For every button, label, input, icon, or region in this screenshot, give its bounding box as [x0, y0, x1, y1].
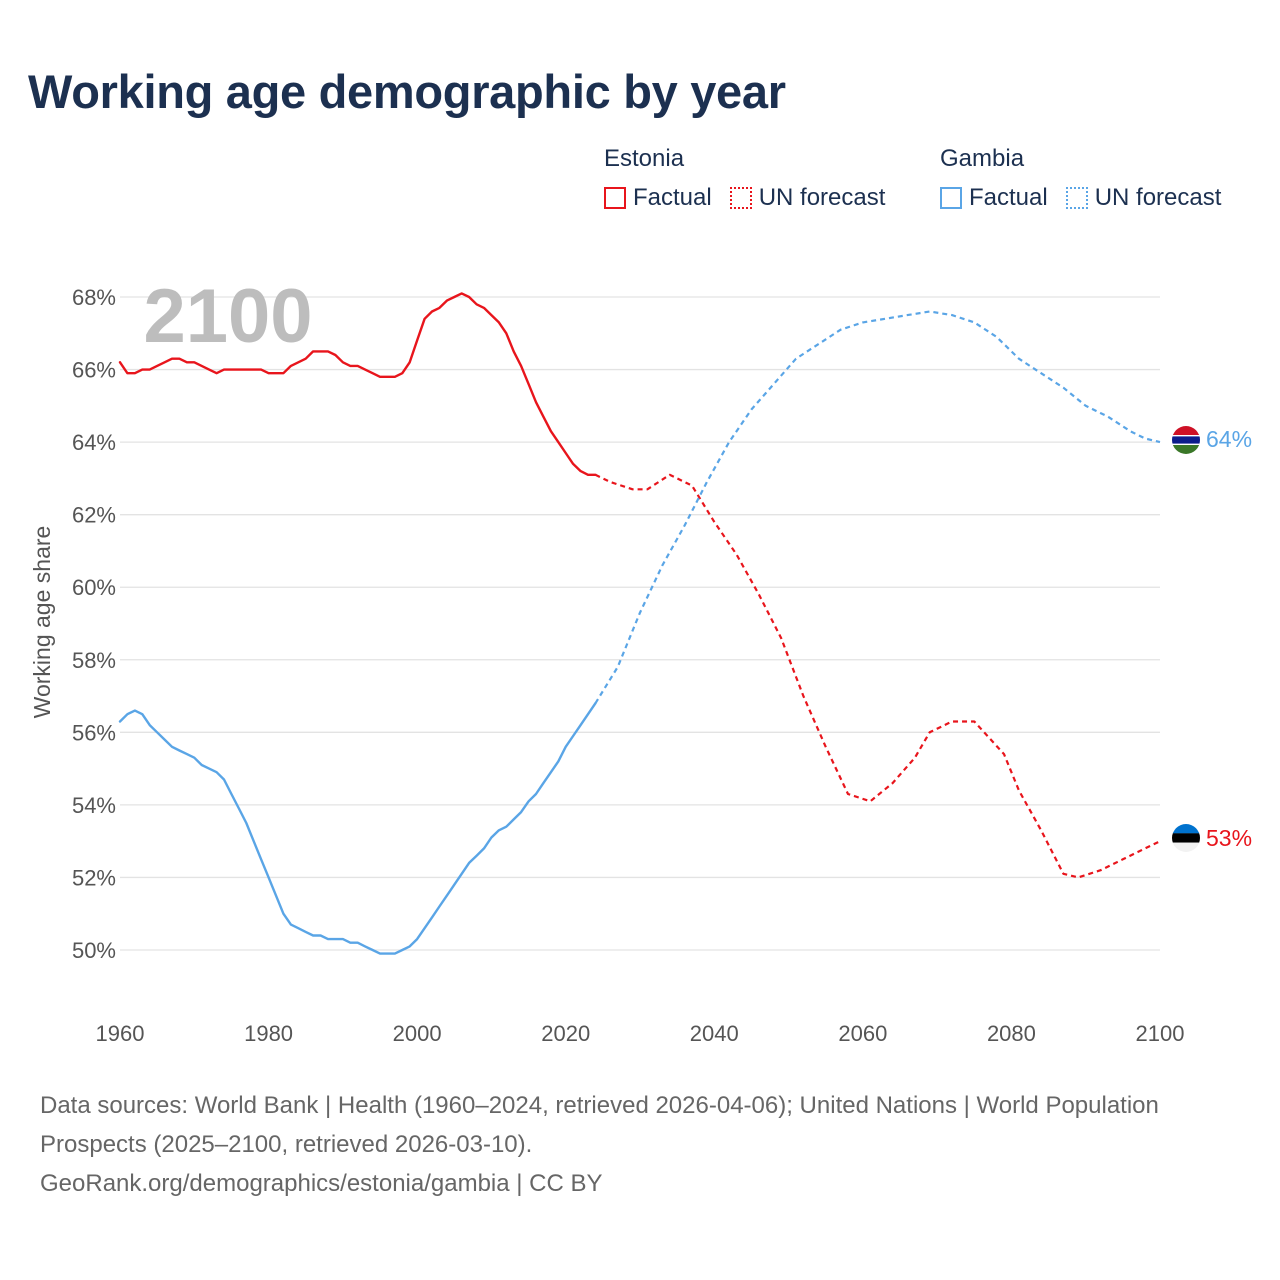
footer: Data sources: World Bank | Health (1960–…: [40, 1086, 1240, 1203]
legend-group-title: Estonia: [604, 145, 685, 172]
legend-group-estonia: Estonia Factual UN forecast: [604, 142, 903, 212]
estonia-flag-icon: [1172, 824, 1200, 852]
estonia-end-label: 53%: [1206, 825, 1252, 851]
gridlines: [120, 296, 1160, 951]
legend-label-forecast: UN forecast: [1094, 184, 1222, 211]
x-tick-label: 2040: [690, 1021, 739, 1046]
x-axis-ticks: 1960 1980 2000 2020 2040 2060 2080 2100: [96, 1021, 1185, 1046]
x-tick-label: 1960: [96, 1021, 145, 1046]
chart-title: Working age demographic by year: [28, 65, 786, 118]
x-tick-label: 2080: [987, 1021, 1036, 1046]
attribution-link[interactable]: GeoRank.org/demographics/estonia/gambia …: [40, 1170, 603, 1197]
x-tick-label: 2060: [838, 1021, 887, 1046]
legend-group-title: Gambia: [940, 145, 1025, 172]
legend-swatch-forecast: [1065, 187, 1088, 209]
y-axis-label: Working age share: [29, 526, 55, 719]
y-tick-label: 66%: [72, 358, 116, 383]
y-tick-label: 56%: [72, 720, 116, 745]
gambia-forecast-line: [594, 310, 1161, 704]
legend-swatch-factual: [604, 187, 626, 209]
year-watermark: 2100: [143, 274, 312, 359]
legend-label-forecast: UN forecast: [758, 184, 886, 211]
series-layer: [118, 292, 1161, 955]
line-chart: 2100 Working age share 50% 52% 54% 56% 58% 60…: [29, 274, 1252, 1046]
y-tick-label: 54%: [72, 793, 116, 818]
legend-swatch-factual: [940, 187, 962, 209]
y-tick-label: 68%: [72, 285, 116, 310]
x-tick-label: 2000: [393, 1021, 442, 1046]
data-sources-note: Data sources: World Bank | Health (1960–…: [40, 1092, 1159, 1158]
legend-label-factual: Factual: [969, 184, 1048, 211]
legend-label-factual: Factual: [633, 184, 712, 211]
gambia-end-label: 64%: [1206, 426, 1252, 452]
estonia-factual-line: [118, 292, 597, 476]
y-tick-label: 60%: [72, 575, 116, 600]
x-tick-label: 1980: [244, 1021, 293, 1046]
y-tick-label: 62%: [72, 503, 116, 528]
legend-group-gambia: Gambia Factual UN forecast: [940, 142, 1239, 212]
y-tick-label: 58%: [72, 648, 116, 673]
gambia-flag-icon: [1172, 426, 1200, 454]
estonia-forecast-line: [594, 473, 1161, 879]
x-tick-label: 2020: [541, 1021, 590, 1046]
legend-swatch-forecast: [729, 187, 752, 209]
y-tick-label: 50%: [72, 938, 116, 963]
y-tick-label: 64%: [72, 430, 116, 455]
y-tick-label: 52%: [72, 865, 116, 890]
x-tick-label: 2100: [1136, 1021, 1185, 1046]
gambia-factual-line: [118, 702, 597, 955]
y-axis-ticks: 50% 52% 54% 56% 58% 60% 62% 64% 66% 68%: [72, 285, 116, 963]
